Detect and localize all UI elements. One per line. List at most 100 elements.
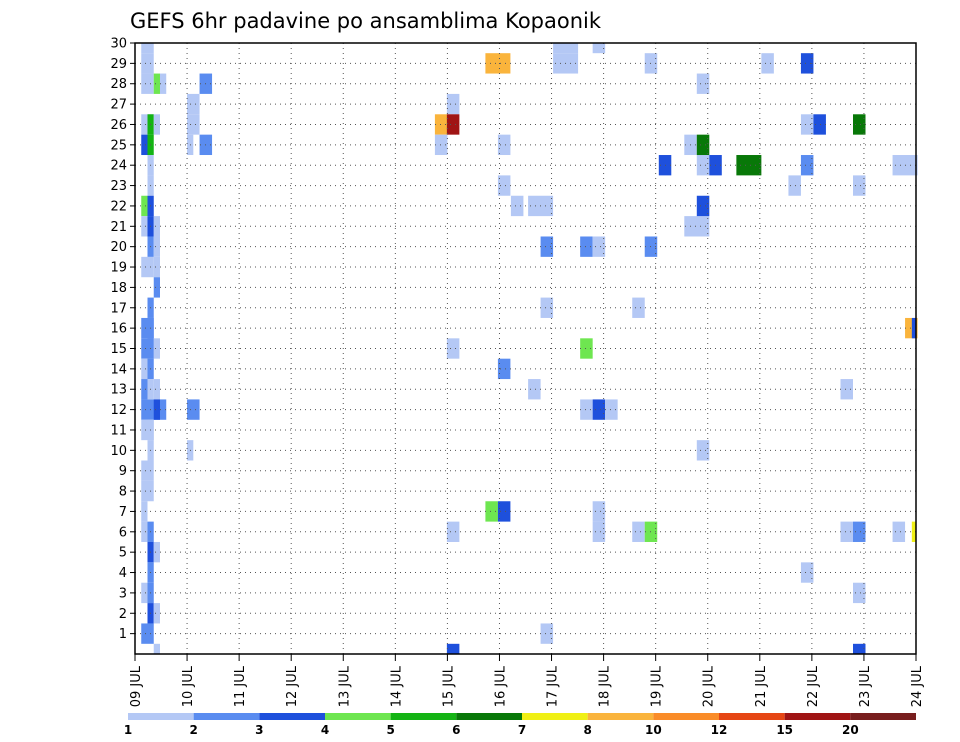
- y-tick-label: 13: [110, 383, 127, 398]
- heatmap-cell: [592, 43, 606, 54]
- y-tick-label: 14: [110, 362, 127, 377]
- heatmap-cell: [696, 195, 710, 217]
- heatmap-cell: [485, 53, 511, 74]
- heatmap-cell: [187, 114, 200, 135]
- heatmap-cell: [592, 501, 606, 522]
- y-tick-label: 1: [119, 627, 127, 642]
- heatmap-cell: [696, 440, 710, 461]
- heatmap-cell: [800, 155, 814, 176]
- x-tick-label: 09 JUL: [129, 665, 144, 707]
- heatmap-cell: [141, 582, 148, 604]
- heatmap-cell: [153, 236, 160, 257]
- colorbar-swatch: [325, 713, 391, 720]
- heatmap-cell: [592, 521, 606, 542]
- x-tick-label: 11 JUL: [233, 665, 248, 707]
- x-tick-label: 20 JUL: [702, 665, 717, 707]
- x-tick-label: 24 JUL: [910, 665, 925, 707]
- y-tick-label: 23: [110, 179, 127, 194]
- colorbar-label: 2: [189, 723, 197, 737]
- colorbar-label: 5: [386, 723, 394, 737]
- colorbar-label: 20: [842, 723, 859, 737]
- heatmap-cell: [153, 603, 160, 624]
- heatmap-cell: [540, 297, 554, 318]
- colorbar-swatch: [850, 713, 916, 720]
- heatmap-cell: [592, 236, 606, 257]
- heatmap-cell: [911, 521, 916, 542]
- colorbar-swatch: [653, 713, 719, 720]
- x-tick-label: 19 JUL: [650, 665, 665, 707]
- heatmap-cell: [840, 379, 853, 400]
- y-tick-label: 5: [119, 546, 127, 561]
- colorbar-swatch: [522, 713, 588, 720]
- heatmap-cell: [852, 521, 866, 542]
- colorbar-swatch: [128, 713, 194, 720]
- heatmap-cell: [852, 175, 866, 196]
- heatmap-cell: [497, 501, 511, 522]
- x-axis: 09 JUL 10 JUL 11 JUL 12 JUL 13 JUL 14 JUL 15 J…: [129, 654, 925, 707]
- y-tick-label: 12: [110, 403, 127, 418]
- colorbar-swatch: [390, 713, 457, 720]
- heatmap-cells: [141, 43, 918, 654]
- colorbar-label: 8: [583, 723, 591, 737]
- colorbar-swatch: [719, 713, 785, 720]
- heatmap-cell: [153, 338, 160, 359]
- colorbar-label: 6: [452, 723, 460, 737]
- heatmap-cell: [553, 43, 579, 54]
- y-tick-label: 25: [110, 138, 127, 153]
- heatmap-cell: [141, 43, 148, 54]
- heatmap-cell: [497, 358, 511, 380]
- colorbar-label: 1: [124, 723, 132, 737]
- heatmap-cell: [446, 643, 460, 654]
- y-tick-label: 24: [110, 159, 127, 174]
- heatmap-cell: [446, 521, 460, 542]
- x-tick-label: 21 JUL: [754, 665, 769, 707]
- y-tick-label: 19: [110, 261, 127, 276]
- y-tick-label: 21: [110, 220, 127, 235]
- heatmap-cell: [434, 134, 448, 156]
- x-tick-label: 15 JUL: [441, 665, 456, 707]
- heatmap-cell: [141, 521, 148, 542]
- x-tick-label: 16 JUL: [493, 665, 508, 707]
- y-tick-label: 17: [110, 301, 127, 316]
- y-axis: 1234567891011121314151617181920212223242…: [110, 37, 135, 642]
- x-tick-label: 17 JUL: [546, 665, 561, 707]
- heatmap-cell: [632, 297, 645, 318]
- heatmap-cell: [605, 399, 618, 420]
- y-tick-label: 30: [110, 37, 127, 52]
- colorbar-swatch: [587, 713, 654, 720]
- heatmap-cell: [187, 93, 200, 115]
- heatmap-cell: [580, 236, 593, 257]
- heatmap-cell: [153, 216, 160, 237]
- y-tick-label: 28: [110, 77, 127, 92]
- y-tick-label: 15: [110, 342, 127, 357]
- colorbar-label: 12: [711, 723, 728, 737]
- y-tick-label: 22: [110, 199, 127, 214]
- x-tick-label: 13 JUL: [337, 665, 352, 707]
- heatmap-cell: [434, 114, 448, 135]
- heatmap-cell: [147, 43, 154, 54]
- heatmap-cell: [153, 379, 160, 400]
- heatmap-cell: [141, 73, 148, 94]
- colorbar-swatch: [193, 713, 260, 720]
- heatmap-cell: [141, 358, 148, 380]
- y-tick-label: 7: [119, 505, 127, 520]
- heatmap-cell: [911, 317, 916, 339]
- heatmap-cell: [852, 114, 866, 135]
- y-tick-label: 3: [119, 586, 127, 601]
- heatmap-cell: [153, 399, 160, 420]
- heatmap-cell: [592, 399, 606, 420]
- y-tick-label: 11: [110, 423, 127, 438]
- y-tick-label: 27: [110, 98, 127, 113]
- heatmap-cell: [497, 175, 511, 196]
- heatmap-cell: [540, 236, 554, 257]
- heatmap-cell: [540, 623, 554, 644]
- heatmap-cell: [510, 195, 524, 217]
- heatmap-cell: [141, 134, 148, 156]
- y-tick-label: 2: [119, 607, 127, 622]
- x-tick-label: 23 JUL: [858, 665, 873, 707]
- y-tick-label: 16: [110, 322, 127, 337]
- x-tick-label: 12 JUL: [285, 665, 300, 707]
- heatmap-cell: [813, 114, 826, 135]
- heatmap-cell: [141, 460, 154, 481]
